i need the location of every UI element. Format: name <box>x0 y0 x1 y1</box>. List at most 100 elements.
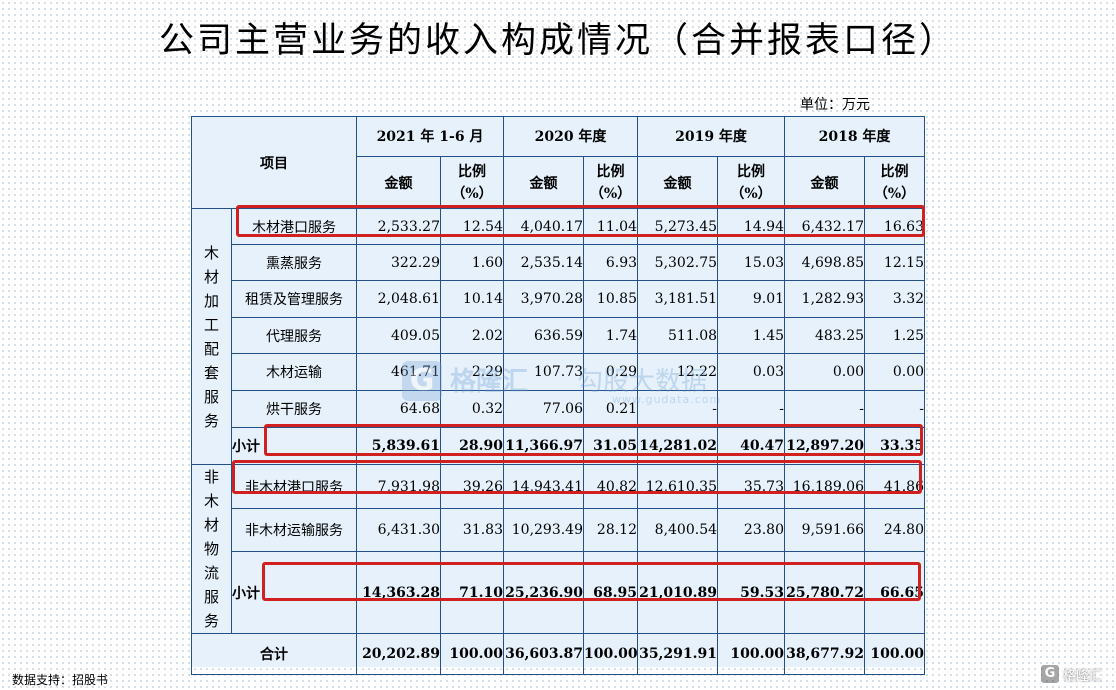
ratio-cell: 41.86 <box>864 464 926 510</box>
ratio-header: 比例 （%） <box>864 155 926 210</box>
ratio-cell: 71.10 <box>439 550 505 635</box>
ratio-header: 比例 （%） <box>717 155 786 210</box>
amount-header: 金额 <box>503 155 585 210</box>
group-label-char: 务 <box>203 612 219 631</box>
row-name: 熏蒸服务 <box>231 244 357 282</box>
subtotal-row: 小计 14,363.28 71.10 25,236.90 68.95 21,010.89 5… <box>192 550 926 635</box>
period-header-row: 项目 2021 年 1-6 月 2020 年度 2019 年度 2018 年度 <box>191 115 926 210</box>
ratio-cell: 11.04 <box>583 208 639 246</box>
ratio-header-unit: （%） <box>451 185 493 202</box>
amount-cell: 38,677.92 <box>784 633 866 676</box>
ratio-cell: 2.29 <box>439 353 505 392</box>
ratio-header-unit: （%） <box>589 185 632 202</box>
amount-cell: 12.22 <box>637 353 719 392</box>
period-header-2018: 2018 年度 <box>784 116 926 157</box>
ratio-cell: 100.00 <box>717 633 786 676</box>
amount-header: 金额 <box>637 155 719 210</box>
amount-cell: 9,591.66 <box>784 508 866 552</box>
ratio-cell: 0.03 <box>717 353 786 392</box>
amount-cell: 25,236.90 <box>503 550 585 635</box>
amount-cell: 2,048.61 <box>356 280 441 319</box>
group-label-char: 木 <box>203 492 219 511</box>
period-header-2019: 2019 年度 <box>637 116 786 157</box>
amount-cell: 5,273.45 <box>637 208 719 246</box>
amount-cell: 20,202.89 <box>356 633 441 676</box>
ratio-cell: 100.00 <box>583 633 639 676</box>
ratio-cell: 100.00 <box>439 633 505 676</box>
group-label: 木材加工配套服务 <box>191 208 232 466</box>
group-label-char: 材 <box>203 267 219 286</box>
amount-cell: - <box>637 390 719 429</box>
unit-note: 单位：万元 <box>800 97 870 113</box>
ratio-cell: 23.80 <box>717 508 786 552</box>
amount-cell: 483.25 <box>784 317 866 355</box>
subtotal-label: 小计 <box>231 550 357 635</box>
group-label-char: 配 <box>203 339 219 358</box>
ratio-cell: 31.05 <box>583 427 639 466</box>
amount-cell: 5,302.75 <box>637 244 719 282</box>
ratio-cell: 59.53 <box>717 550 786 635</box>
amount-cell: 0.00 <box>784 353 866 392</box>
row-name: 租赁及管理服务 <box>231 280 357 319</box>
ratio-cell: 1.74 <box>583 317 639 355</box>
subheader-row: 金额 比例 （%） 金额 比例 （%） 金额 比例 （%） 金额 比例 （%） <box>192 155 926 210</box>
group-label-char: 服 <box>203 588 219 607</box>
amount-cell: 10,293.49 <box>503 508 585 552</box>
amount-cell: 409.05 <box>356 317 441 355</box>
group-label: 非木材物流服务 <box>191 464 232 635</box>
ratio-cell: 12.15 <box>864 244 926 282</box>
ratio-cell: 12.54 <box>439 208 505 246</box>
amount-header: 金额 <box>784 155 866 210</box>
source-note: 数据支持：招股书 <box>12 673 109 687</box>
ratio-cell: 10.14 <box>439 280 505 319</box>
amount-cell: 16,189.06 <box>784 464 866 510</box>
row-name: 木材运输 <box>231 353 357 392</box>
table-row: 木材运输 461.71 2.29 107.73 0.29 12.22 0.03 0.00 0.0… <box>192 353 926 392</box>
amount-cell: 4,698.85 <box>784 244 866 282</box>
group-label-char: 流 <box>203 564 219 583</box>
ratio-cell: 28.90 <box>439 427 505 466</box>
ratio-cell: 24.80 <box>864 508 926 552</box>
ratio-cell: 9.01 <box>717 280 786 319</box>
ratio-cell: 28.12 <box>583 508 639 552</box>
amount-cell: 461.71 <box>356 353 441 392</box>
table-row: 代理服务 409.05 2.02 636.59 1.74 511.08 1.45 483.25… <box>192 317 926 355</box>
amount-cell: 636.59 <box>503 317 585 355</box>
group-label-char: 非 <box>203 468 219 487</box>
table-row: 烘干服务 64.68 0.32 77.06 0.21- - - - <box>192 390 926 429</box>
group-label-char: 加 <box>203 291 219 310</box>
ratio-header-label: 比例 <box>880 163 909 180</box>
row-name: 木材港口服务 <box>231 208 357 246</box>
period-header-2020: 2020 年度 <box>503 116 639 157</box>
ratio-header: 比例 （%） <box>583 155 639 210</box>
ratio-cell: 2.02 <box>439 317 505 355</box>
row-name: 非木材运输服务 <box>231 508 357 552</box>
row-name: 非木材港口服务 <box>231 464 357 510</box>
subtotal-row: 小计 5,839.61 28.90 11,366.97 31.05 14,281.02 40… <box>192 427 926 466</box>
ratio-cell: 33.35 <box>864 427 926 466</box>
amount-cell: 1,282.93 <box>784 280 866 319</box>
ratio-cell: 1.25 <box>864 317 926 355</box>
revenue-table: 项目 2021 年 1-6 月 2020 年度 2019 年度 2018 年度 … <box>191 115 926 676</box>
amount-cell: 5,839.61 <box>356 427 441 466</box>
amount-cell: 35,291.91 <box>637 633 719 676</box>
amount-cell: 6,431.30 <box>356 508 441 552</box>
ratio-cell: 40.82 <box>583 464 639 510</box>
amount-cell: 77.06 <box>503 390 585 429</box>
revenue-table-panel: 项目 2021 年 1-6 月 2020 年度 2019 年度 2018 年度 … <box>191 115 926 676</box>
amount-cell: 8,400.54 <box>637 508 719 552</box>
row-name: 代理服务 <box>231 317 357 355</box>
ratio-cell: 1.45 <box>717 317 786 355</box>
amount-cell: 107.73 <box>503 353 585 392</box>
amount-cell: 6,432.17 <box>784 208 866 246</box>
ratio-cell: 66.65 <box>864 550 926 635</box>
ratio-cell: 3.32 <box>864 280 926 319</box>
logo-icon: G <box>1040 664 1060 684</box>
amount-cell: 14,363.28 <box>356 550 441 635</box>
amount-cell: 14,281.02 <box>637 427 719 466</box>
amount-cell: 11,366.97 <box>503 427 585 466</box>
group-label-char: 材 <box>203 516 219 535</box>
group-label-char: 木 <box>203 243 219 262</box>
group-label-char: 工 <box>203 315 219 334</box>
ratio-header-label: 比例 <box>737 163 766 180</box>
